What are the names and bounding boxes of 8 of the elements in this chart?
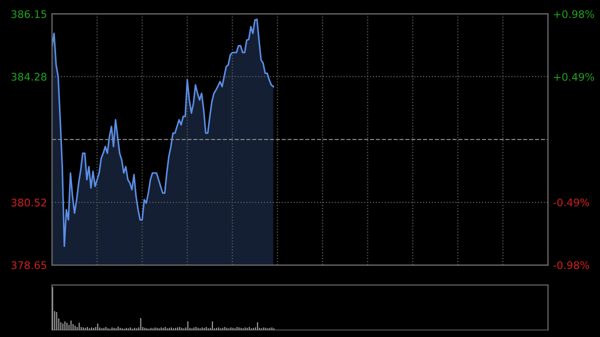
y2-tick-label: +0.98% xyxy=(554,10,594,18)
y-tick-label: 380.52 xyxy=(12,198,46,207)
y-tick-label: 386.15 xyxy=(12,10,46,18)
y2-tick-label: +0.49% xyxy=(554,72,594,81)
y2-tick-label: -0.49% xyxy=(553,198,590,206)
y-tick-label: 384.28 xyxy=(12,72,46,81)
y2-tick-label: -0.98% xyxy=(553,261,590,270)
y-tick-label: 378.65 xyxy=(12,261,46,270)
